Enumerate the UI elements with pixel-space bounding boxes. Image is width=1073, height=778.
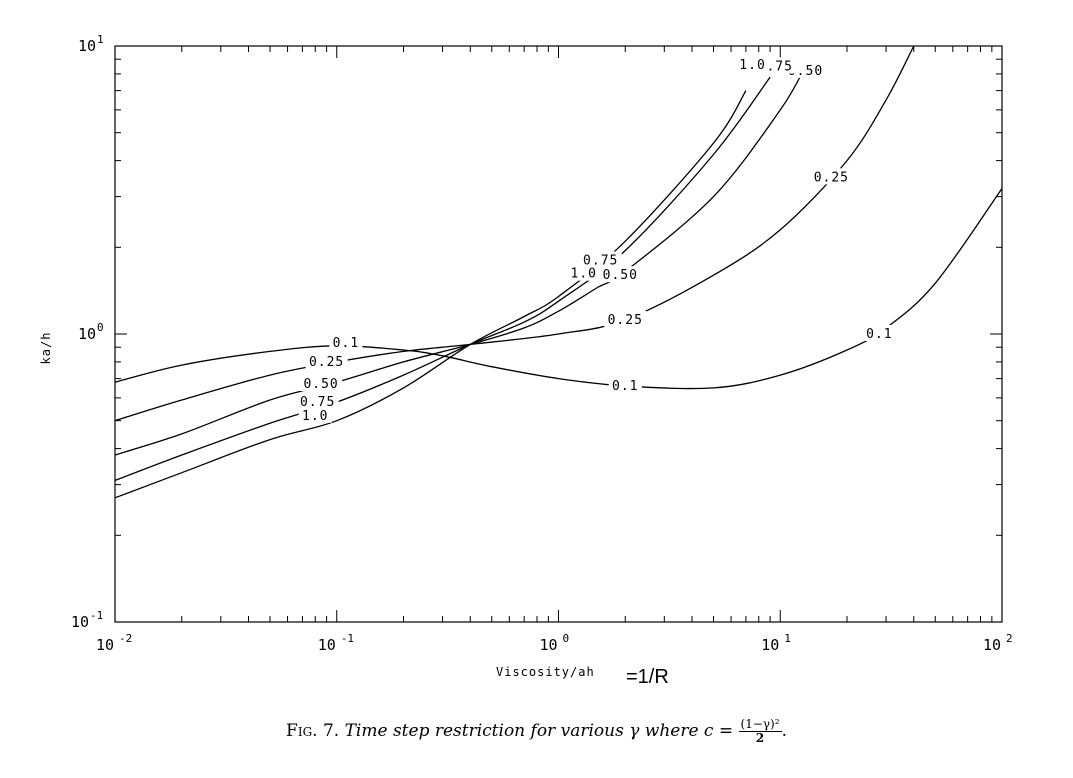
x-tick-labels: 10 -2 10 -1 10 0 10 1 10 2 (96, 632, 1013, 654)
curve-labels: 0.10.10.10.250.250.250.500.500.500.750.7… (296, 55, 896, 424)
curve-0.50 (114, 65, 807, 456)
x-tick-exponent: 2 (1006, 632, 1013, 645)
x-tick-exponent: -1 (341, 632, 354, 645)
curve-0.1 (114, 188, 1003, 390)
y-tick-exponent: 0 (97, 321, 104, 334)
caption-text: Time step restriction for various γ wher… (344, 721, 734, 741)
curve-label-bg (862, 325, 896, 341)
curve-label-bg (604, 310, 647, 327)
curve-label: 0.25 (309, 355, 344, 370)
curve-label: 0.50 (788, 64, 823, 79)
y-tick-exponent: 1 (97, 33, 104, 46)
x-tick-exponent: -2 (119, 632, 132, 645)
curve-label: 1.0 (571, 267, 597, 282)
curve-label-bg (329, 334, 363, 351)
caption-fig-number: Fig. 7. (286, 721, 340, 741)
curve-label: 0.50 (603, 268, 638, 283)
curve-0.25 (114, 45, 915, 422)
minor-ticks (114, 46, 1002, 623)
curve-1.0 (114, 90, 747, 499)
x-tick-label: 10 (539, 636, 557, 654)
caption-denominator: 2 (755, 731, 765, 745)
curve-label: 0.1 (866, 327, 892, 342)
curve-label: 1.0 (302, 409, 328, 424)
curve-label-bg (608, 376, 642, 393)
curve-label-bg (298, 406, 332, 423)
curve-label: 0.25 (608, 313, 643, 328)
x-tick-label: 10 (761, 636, 779, 654)
x-tick-label: 10 (983, 636, 1001, 654)
caption-numerator: (1−γ)² (738, 717, 782, 732)
y-tick-label: 10 (78, 37, 96, 55)
x-axis-label: Viscosity/ah (496, 665, 595, 679)
curve-label: 0.1 (612, 379, 638, 394)
x-tick-exponent: 0 (563, 632, 570, 645)
y-tick-label: 10 (78, 325, 96, 343)
y-axis-label: ka/h (39, 332, 53, 365)
curve-label: 0.50 (303, 377, 338, 392)
curve-label-bg (567, 264, 601, 281)
y-tick-label: 10 (71, 613, 89, 631)
curve-label-bg (300, 375, 343, 392)
curve-label-bg (296, 393, 339, 410)
figure-caption: Fig. 7. Time step restriction for variou… (0, 718, 1073, 745)
curves (114, 45, 1003, 499)
curve-label: 0.25 (814, 170, 849, 185)
x-tick-label: 10 (96, 636, 114, 654)
curve-label: 0.1 (333, 336, 359, 351)
curve-label-bg (736, 55, 770, 72)
curve-label: 0.75 (300, 395, 335, 410)
x-axis-label-suffix: =1/R (626, 666, 669, 688)
curve-label-bg (810, 168, 853, 185)
curve-label-bg (599, 266, 642, 283)
x-tick-exponent: 1 (784, 632, 791, 645)
curve-label-bg (305, 352, 348, 369)
curve-label-bg (579, 251, 622, 268)
x-tick-label: 10 (318, 636, 336, 654)
caption-end: . (781, 721, 787, 741)
curve-0.75 (114, 76, 771, 482)
y-tick-exponent: -1 (90, 609, 103, 622)
curve-label: 1.0 (739, 58, 765, 73)
caption-fraction: (1−γ)² 2 (738, 717, 782, 745)
